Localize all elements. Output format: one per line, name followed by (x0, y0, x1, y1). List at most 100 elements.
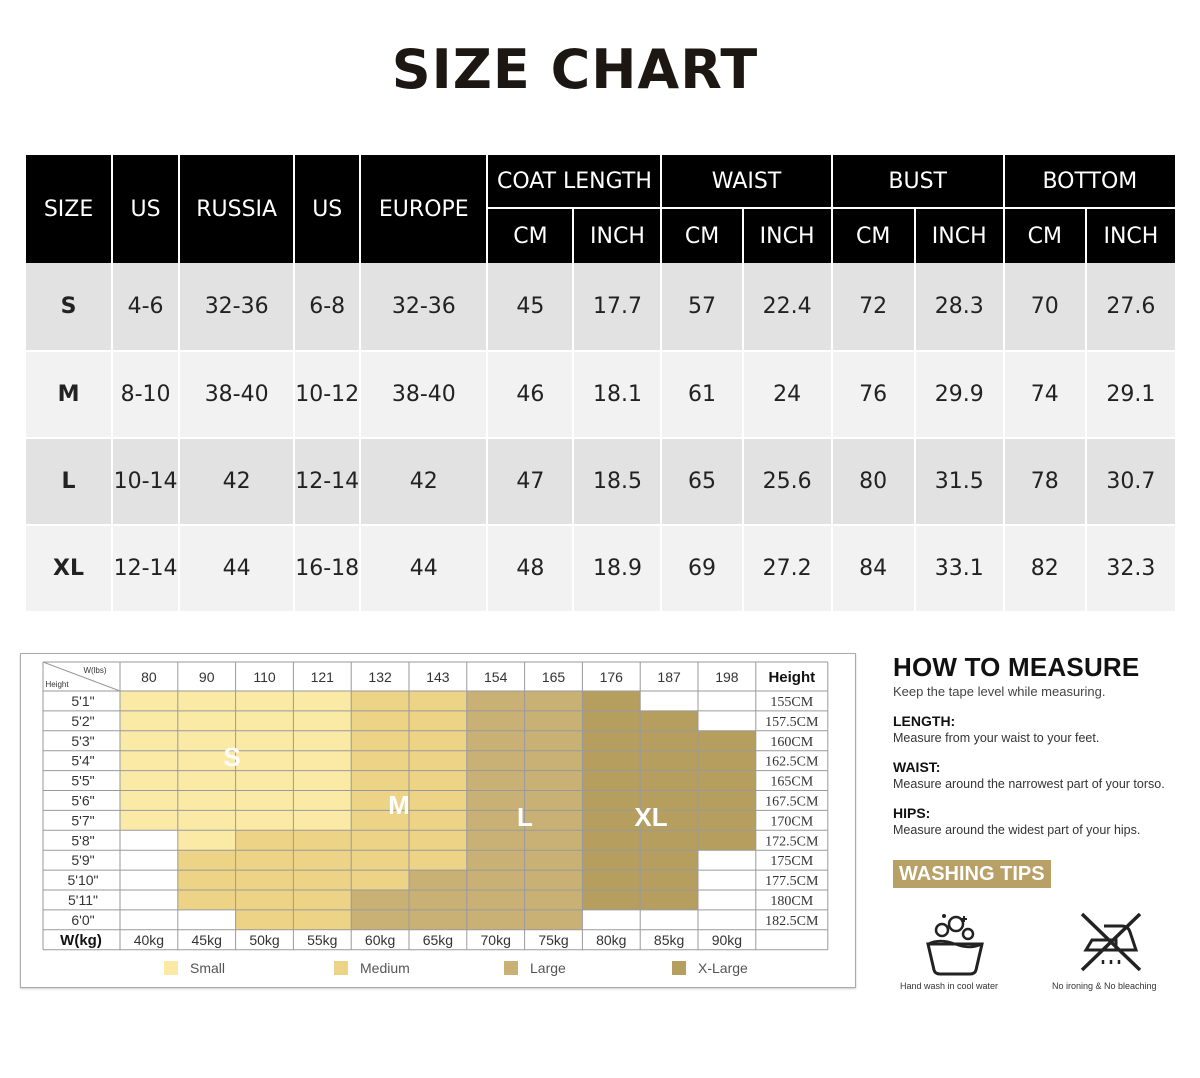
heatmap-cell (524, 870, 583, 890)
weight-lbs-tick: 143 (426, 669, 450, 685)
header-europe: EUROPE (361, 155, 487, 263)
heatmap-cell (640, 830, 698, 851)
length-desc: Measure from your waist to your feet. (893, 731, 1100, 745)
heatmap-cell (409, 870, 467, 890)
header-bottom: BOTTOM (1004, 155, 1175, 209)
table-cell: 31.5 (915, 437, 1003, 524)
height-ft-tick: 5'7" (71, 812, 94, 828)
heatmap-cell (120, 830, 178, 851)
heatmap-cell (293, 850, 352, 871)
heatmap-cell (698, 730, 756, 751)
heatmap-cell (582, 890, 641, 910)
height-ft-tick: 6'0" (71, 912, 94, 928)
table-cell: 44 (180, 524, 294, 611)
heatmap-cell (177, 890, 236, 910)
heatmap-cell (293, 890, 352, 910)
heatmap-cell (524, 810, 583, 831)
height-ft-tick: 5'6" (71, 793, 94, 809)
heatmap-cell (466, 890, 525, 910)
heatmap-cell (351, 790, 409, 811)
heatmap-cell (351, 770, 409, 791)
header-cm: CM (832, 209, 914, 263)
height-cm-tick: 170CM (770, 814, 813, 829)
table-cell: 8-10 (113, 350, 179, 437)
heatmap-cell (293, 790, 352, 811)
weight-lbs-tick: 187 (657, 669, 681, 685)
legend-label: X-Large (698, 960, 748, 976)
heatmap-cell (466, 770, 525, 791)
heatmap-cell (120, 691, 178, 711)
heatmap-cell (698, 810, 756, 831)
weight-kg-tick: 75kg (538, 932, 568, 948)
heatmap-cell (640, 770, 698, 791)
heatmap-cell (698, 790, 756, 811)
size-region-label: XL (634, 802, 667, 832)
heatmap-cell (640, 790, 698, 811)
weight-kg-tick: 90kg (712, 932, 742, 948)
height-cm-tick: 175CM (770, 854, 813, 869)
weight-kg-tick: 80kg (596, 932, 626, 948)
table-cell: 80 (832, 437, 914, 524)
legend-item: Small (164, 960, 225, 976)
heatmap-cell (409, 830, 467, 851)
washing-tips-banner: WASHING TIPS (893, 860, 1051, 888)
heatmap-cell (351, 750, 409, 771)
heatmap-cell (466, 830, 525, 851)
weight-kg-tick: 50kg (249, 932, 279, 948)
size-cell: M (26, 350, 112, 437)
weight-lbs-tick: 80 (141, 669, 157, 685)
height-ft-tick: 5'10" (67, 872, 98, 888)
header-bust: BUST (832, 155, 1003, 209)
height-cm-tick: 165CM (770, 775, 813, 790)
heatmap-cell (524, 909, 583, 930)
corner-diagonal (42, 661, 121, 692)
weight-kg-tick: 65kg (423, 932, 453, 948)
heatmap-cell (466, 691, 525, 711)
heatmap-cell (235, 710, 294, 731)
chart-legend: Small Medium Large X-Large (21, 952, 855, 982)
header-waist: WAIST (662, 155, 831, 209)
table-cell: 38-40 (361, 350, 487, 437)
heatmap-cell (235, 909, 294, 930)
table-cell: 25.6 (743, 437, 831, 524)
heatmap-cell (177, 870, 236, 890)
header-us-2: US (295, 155, 360, 263)
heatmap-cell (177, 691, 236, 711)
weight-lbs-tick: 198 (715, 669, 739, 685)
heatmap-cell (466, 790, 525, 811)
heatmap-cell (698, 870, 756, 890)
height-ft-tick: 5'4" (71, 753, 94, 769)
height-ft-tick: 5'11" (68, 892, 98, 908)
height-ft-tick: 5'2" (71, 713, 94, 729)
header-size: SIZE (26, 155, 112, 263)
heatmap-cell (524, 750, 583, 771)
weight-lbs-tick: 90 (199, 669, 215, 685)
heatmap-cell (409, 850, 467, 871)
heatmap-cell (177, 850, 236, 871)
size-cell: S (26, 263, 112, 350)
table-cell: 10-14 (113, 437, 179, 524)
heatmap-cell (524, 790, 583, 811)
table-cell: 32-36 (180, 263, 294, 350)
heatmap-cell (351, 691, 409, 711)
hand-wash-caption: Hand wash in cool water (900, 981, 999, 991)
table-cell: 27.6 (1086, 263, 1175, 350)
heatmap-cell (466, 750, 525, 771)
heatmap-cell (351, 810, 409, 831)
size-region-label: S (223, 742, 240, 772)
heatmap-cell (293, 909, 352, 930)
heatmap-cell (177, 770, 236, 791)
height-cm-tick: 172.5CM (765, 834, 819, 849)
heatmap-cell (582, 750, 641, 771)
table-row: L 10-14 42 12-14 42 47 18.5 65 25.6 80 31.5 78 30.7 (26, 437, 1175, 524)
weight-kg-tick: 40kg (134, 932, 164, 948)
heatmap-cell (409, 770, 467, 791)
height-ft-tick: 5'5" (71, 773, 94, 789)
heatmap-cell (351, 710, 409, 731)
heatmap-cell (351, 870, 409, 890)
legend-swatch (334, 961, 348, 975)
heatmap-cell (409, 750, 467, 771)
weight-kg-tick: 45kg (192, 932, 222, 948)
heatmap-cell (177, 810, 236, 831)
heatmap-cell (235, 730, 294, 751)
